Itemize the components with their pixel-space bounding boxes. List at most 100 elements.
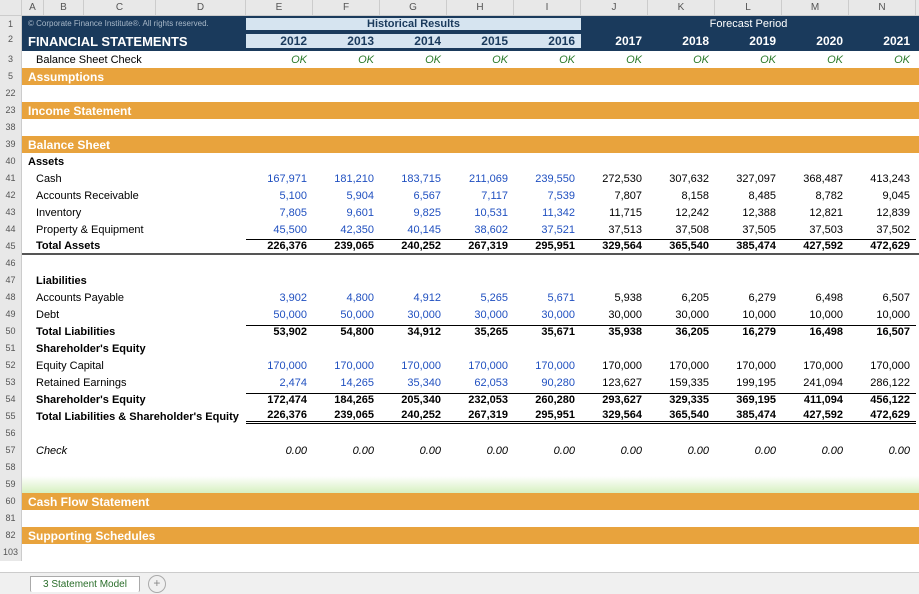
data-cell[interactable]: 295,951 xyxy=(514,239,581,252)
row-number[interactable]: 47 xyxy=(0,272,22,289)
data-cell[interactable]: 50,000 xyxy=(313,309,380,321)
row-number[interactable]: 23 xyxy=(0,102,22,119)
row-number[interactable]: 22 xyxy=(0,85,22,102)
data-cell[interactable]: 240,252 xyxy=(380,239,447,252)
data-cell[interactable]: 12,839 xyxy=(849,207,916,219)
data-cell[interactable]: 45,500 xyxy=(246,224,313,236)
col-M[interactable]: M xyxy=(782,0,849,15)
data-cell[interactable]: 8,485 xyxy=(715,190,782,202)
col-D[interactable]: D xyxy=(156,0,246,15)
data-cell[interactable]: 329,564 xyxy=(581,409,648,424)
data-cell[interactable]: 181,210 xyxy=(313,173,380,185)
data-cell[interactable]: 170,000 xyxy=(313,360,380,372)
data-cell[interactable]: 226,376 xyxy=(246,239,313,252)
row-number[interactable]: 82 xyxy=(0,527,22,544)
row-number[interactable]: 1 xyxy=(0,16,22,31)
data-cell[interactable]: 9,825 xyxy=(380,207,447,219)
data-cell[interactable]: 365,540 xyxy=(648,409,715,424)
data-cell[interactable]: 293,627 xyxy=(581,393,648,406)
data-cell[interactable]: 427,592 xyxy=(782,239,849,252)
data-cell[interactable]: 6,205 xyxy=(648,292,715,304)
data-cell[interactable]: 30,000 xyxy=(447,309,514,321)
data-cell[interactable]: 37,521 xyxy=(514,224,581,236)
data-cell[interactable]: 369,195 xyxy=(715,393,782,406)
row-number[interactable]: 52 xyxy=(0,357,22,374)
data-cell[interactable]: 16,498 xyxy=(782,325,849,338)
data-cell[interactable]: 295,951 xyxy=(514,409,581,424)
col-G[interactable]: G xyxy=(380,0,447,15)
data-cell[interactable]: 0.00 xyxy=(246,445,313,457)
row-number[interactable]: 43 xyxy=(0,204,22,221)
data-cell[interactable]: 37,503 xyxy=(782,224,849,236)
data-cell[interactable]: 38,602 xyxy=(447,224,514,236)
col-J[interactable]: J xyxy=(581,0,648,15)
data-cell[interactable]: 472,629 xyxy=(849,239,916,252)
row-number[interactable]: 5 xyxy=(0,68,22,85)
data-cell[interactable]: 37,513 xyxy=(581,224,648,236)
data-cell[interactable]: 170,000 xyxy=(581,360,648,372)
data-cell[interactable]: 267,319 xyxy=(447,409,514,424)
data-cell[interactable]: 37,508 xyxy=(648,224,715,236)
data-cell[interactable]: 35,671 xyxy=(514,325,581,338)
data-cell[interactable]: 365,540 xyxy=(648,239,715,252)
data-cell[interactable]: 50,000 xyxy=(246,309,313,321)
data-cell[interactable]: 5,100 xyxy=(246,190,313,202)
row-number[interactable]: 54 xyxy=(0,391,22,408)
row-number[interactable]: 56 xyxy=(0,425,22,442)
data-cell[interactable]: 411,094 xyxy=(782,393,849,406)
row-number[interactable]: 53 xyxy=(0,374,22,391)
data-cell[interactable]: 10,000 xyxy=(782,309,849,321)
data-cell[interactable]: 16,279 xyxy=(715,325,782,338)
data-cell[interactable]: 6,498 xyxy=(782,292,849,304)
data-cell[interactable]: 34,912 xyxy=(380,325,447,338)
data-cell[interactable]: 232,053 xyxy=(447,393,514,406)
col-L[interactable]: L xyxy=(715,0,782,15)
data-cell[interactable]: 329,335 xyxy=(648,393,715,406)
sheet-tab[interactable]: 3 Statement Model xyxy=(30,576,140,592)
row-number[interactable]: 59 xyxy=(0,476,22,493)
data-cell[interactable]: 8,158 xyxy=(648,190,715,202)
data-cell[interactable]: 12,388 xyxy=(715,207,782,219)
col-C[interactable]: C xyxy=(84,0,156,15)
data-cell[interactable]: 6,507 xyxy=(849,292,916,304)
row-number[interactable]: 38 xyxy=(0,119,22,136)
data-cell[interactable]: 35,265 xyxy=(447,325,514,338)
data-cell[interactable]: 5,938 xyxy=(581,292,648,304)
data-cell[interactable]: 205,340 xyxy=(380,393,447,406)
data-cell[interactable]: 226,376 xyxy=(246,409,313,424)
data-cell[interactable]: 54,800 xyxy=(313,325,380,338)
col-N[interactable]: N xyxy=(849,0,916,15)
data-cell[interactable]: 0.00 xyxy=(849,445,916,457)
row-number[interactable]: 81 xyxy=(0,510,22,527)
data-cell[interactable]: 456,122 xyxy=(849,393,916,406)
row-number[interactable]: 40 xyxy=(0,153,22,170)
data-cell[interactable]: 239,550 xyxy=(514,173,581,185)
select-all-corner[interactable] xyxy=(0,0,22,15)
row-number[interactable]: 58 xyxy=(0,459,22,476)
data-cell[interactable]: 0.00 xyxy=(782,445,849,457)
data-cell[interactable]: 239,065 xyxy=(313,409,380,424)
data-cell[interactable]: 53,902 xyxy=(246,325,313,338)
row-number[interactable]: 49 xyxy=(0,306,22,323)
data-cell[interactable]: 10,000 xyxy=(715,309,782,321)
data-cell[interactable]: 5,671 xyxy=(514,292,581,304)
data-cell[interactable]: 170,000 xyxy=(447,360,514,372)
data-cell[interactable]: 327,097 xyxy=(715,173,782,185)
data-cell[interactable]: 0.00 xyxy=(581,445,648,457)
data-cell[interactable]: 170,000 xyxy=(246,360,313,372)
data-cell[interactable]: 329,564 xyxy=(581,239,648,252)
data-cell[interactable]: 11,342 xyxy=(514,207,581,219)
data-cell[interactable]: 170,000 xyxy=(648,360,715,372)
data-cell[interactable]: 42,350 xyxy=(313,224,380,236)
data-cell[interactable]: 183,715 xyxy=(380,173,447,185)
data-cell[interactable]: 5,904 xyxy=(313,190,380,202)
data-cell[interactable]: 12,242 xyxy=(648,207,715,219)
data-cell[interactable]: 11,715 xyxy=(581,207,648,219)
data-cell[interactable]: 307,632 xyxy=(648,173,715,185)
row-number[interactable]: 57 xyxy=(0,442,22,459)
col-I[interactable]: I xyxy=(514,0,581,15)
data-cell[interactable]: 90,280 xyxy=(514,377,581,389)
data-cell[interactable]: 4,912 xyxy=(380,292,447,304)
data-cell[interactable]: 211,069 xyxy=(447,173,514,185)
data-cell[interactable]: 170,000 xyxy=(782,360,849,372)
